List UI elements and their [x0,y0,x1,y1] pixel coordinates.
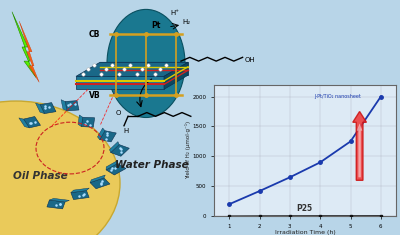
Polygon shape [65,101,79,111]
Polygon shape [12,12,36,78]
Text: H₂: H₂ [182,19,190,24]
Polygon shape [24,117,40,128]
Polygon shape [36,103,44,114]
Polygon shape [106,163,126,175]
Text: O: O [116,110,121,116]
Polygon shape [90,175,105,183]
Polygon shape [81,117,95,127]
X-axis label: Irradiation Time (h): Irradiation Time (h) [275,230,335,235]
Polygon shape [78,115,83,127]
Polygon shape [61,100,67,111]
Polygon shape [100,131,116,142]
Text: CB: CB [89,30,100,39]
Text: OH: OH [245,57,255,63]
Polygon shape [40,103,56,114]
Text: Pt: Pt [151,21,161,30]
Text: H⁺: H⁺ [170,10,179,16]
Ellipse shape [0,101,120,235]
Polygon shape [98,128,105,140]
Text: H: H [123,128,128,134]
FancyArrow shape [357,123,362,177]
Polygon shape [100,62,188,75]
Polygon shape [90,178,110,189]
Polygon shape [50,198,69,202]
FancyArrow shape [353,112,366,180]
Polygon shape [76,76,164,89]
Polygon shape [19,118,29,128]
Text: Oil Phase: Oil Phase [13,171,67,181]
Text: J-Pt/TiO₂ nanosheet: J-Pt/TiO₂ nanosheet [314,94,361,99]
Polygon shape [111,145,129,156]
Polygon shape [71,188,89,193]
Text: VB: VB [89,91,101,100]
Text: P25: P25 [296,204,312,213]
Polygon shape [19,21,39,82]
Polygon shape [110,142,119,153]
Polygon shape [71,191,89,200]
Text: Water Phase: Water Phase [115,160,189,169]
Polygon shape [106,161,118,170]
Ellipse shape [107,9,185,118]
Polygon shape [47,200,65,209]
Polygon shape [76,62,188,76]
Polygon shape [164,62,188,89]
Y-axis label: Yield of H₂ (μmol·g⁻¹): Yield of H₂ (μmol·g⁻¹) [185,121,191,180]
